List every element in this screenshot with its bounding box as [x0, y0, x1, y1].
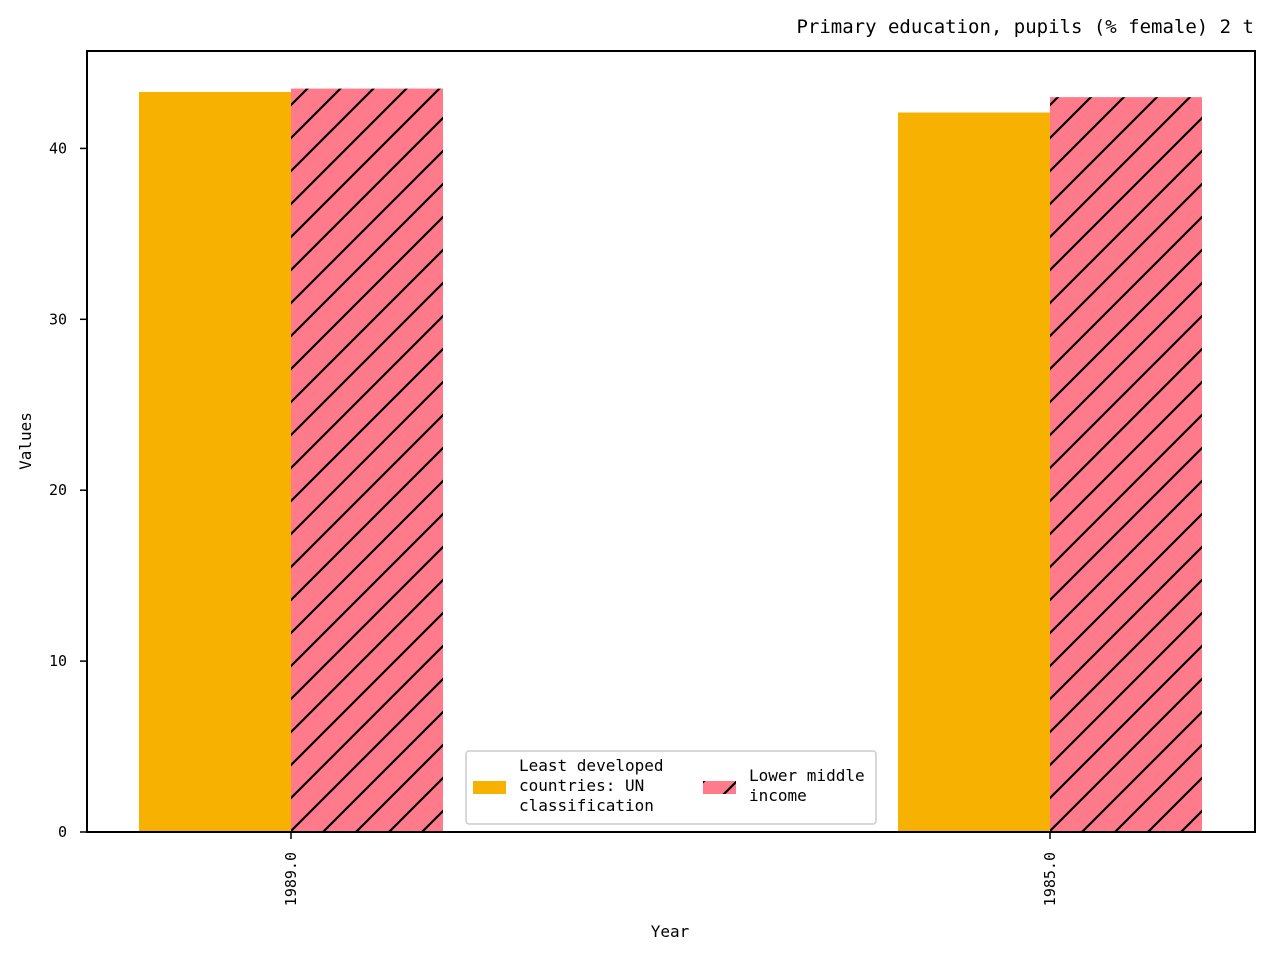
x-axis-label: Year — [651, 922, 690, 941]
y-tick-label: 30 — [49, 310, 67, 328]
legend-label-line: Lower middle — [749, 766, 865, 785]
bar-least-developed-1985.0 — [898, 112, 1050, 833]
x-tick-label: 1989.0 — [282, 852, 300, 906]
y-tick-label: 10 — [49, 652, 67, 670]
legend-label-line: countries: UN — [519, 776, 644, 795]
legend-box — [465, 750, 877, 825]
bar-lower-middle-income-1985.0 — [1050, 97, 1202, 833]
legend-label-line: income — [749, 786, 807, 805]
y-axis-label: Values — [16, 412, 35, 470]
legend-label-lower-middle-income: Lower middle income — [749, 766, 874, 805]
bar-least-developed-1989.0 — [139, 92, 291, 832]
legend-label-line: classification — [519, 796, 654, 815]
plot-area-frame — [86, 50, 1256, 833]
y-tick-label: 20 — [49, 481, 67, 499]
legend-label-least-developed: Least developed countries: UN classifica… — [519, 756, 673, 815]
y-tick-label: 40 — [49, 139, 67, 157]
legend-swatch-least-developed — [473, 781, 506, 794]
legend-swatch-lower-middle-income — [703, 781, 736, 794]
legend-label-line: Least developed — [519, 756, 664, 775]
legend: Least developed countries: UN classifica… — [465, 750, 877, 825]
bar-lower-middle-income-1989.0 — [291, 88, 443, 833]
x-tick-label: 1985.0 — [1041, 852, 1059, 906]
chart-title: Primary education, pupils (% female) 2 t — [796, 16, 1254, 38]
y-tick-label: 0 — [58, 823, 67, 841]
